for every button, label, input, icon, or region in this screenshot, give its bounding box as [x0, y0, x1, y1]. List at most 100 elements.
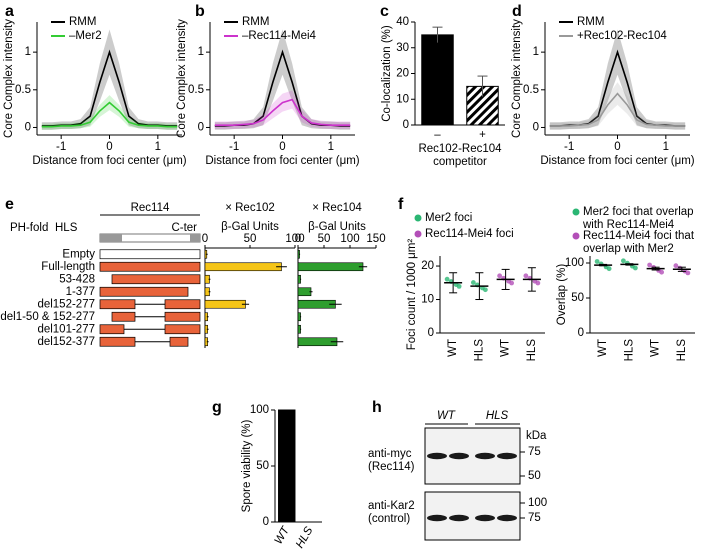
bar — [204, 299, 246, 309]
point-cloud — [685, 270, 691, 276]
y-tick-label: 0 — [578, 327, 584, 339]
y-tick-label: 0.5 — [523, 84, 539, 96]
x-tick-label: HLS — [676, 339, 688, 362]
x-axis-label: Distance from foci center (μm) — [205, 155, 359, 167]
construct — [111, 274, 201, 285]
construct — [99, 324, 125, 335]
x-tick-label: HLS — [623, 339, 635, 362]
panel-label: b — [195, 3, 205, 20]
y-axis-label: Core Complex intensity — [511, 19, 523, 138]
blot-band — [449, 514, 469, 522]
x-axis-label: Distance from foci center (μm) — [540, 155, 694, 167]
sd-band — [301, 107, 312, 129]
x-tick-label: WT — [447, 339, 459, 357]
panel-label: g — [212, 399, 222, 416]
y-axis-label: Spore viability (%) — [241, 419, 253, 512]
x-tick-label: 0 — [202, 233, 208, 245]
domain-label: PH-fold — [10, 222, 48, 234]
construct — [99, 286, 189, 297]
legend-swatch — [414, 230, 422, 238]
construct — [99, 261, 201, 272]
bar — [278, 409, 296, 523]
domain-label: C-ter — [171, 222, 197, 234]
legend-label: RMM — [69, 16, 96, 28]
x-tick-label: -1 — [56, 141, 66, 153]
y-tick-label: 1 — [533, 46, 539, 58]
bar — [297, 262, 364, 272]
legend-label: Rec114-Mei4 foci that overlap with Mer2 — [583, 230, 695, 255]
y-tick-label: 0 — [428, 327, 434, 339]
panel-label: d — [512, 3, 522, 20]
bar — [297, 287, 312, 297]
x-tick-label: 0 — [279, 141, 285, 153]
legend-label: –Mer2 — [69, 30, 102, 42]
series-line — [41, 101, 178, 128]
panel-label: f — [398, 196, 404, 213]
row-label: del1-50 & 152-277 — [0, 311, 95, 323]
blot-band — [449, 452, 469, 460]
blot-band — [497, 452, 517, 460]
construct — [164, 324, 201, 335]
sd-band — [598, 95, 608, 126]
y-tick-label: 0 — [25, 121, 31, 133]
legend-swatch — [414, 214, 422, 222]
point-cloud — [456, 283, 462, 289]
point-cloud — [659, 269, 665, 275]
sd-band — [636, 113, 647, 129]
x-tick-label: HLS — [294, 525, 316, 551]
y-tick-label: 50 — [571, 292, 584, 304]
point-cloud — [606, 266, 612, 272]
marker-label: 75 — [528, 512, 541, 524]
marker-label: 50 — [528, 470, 541, 482]
x-tick-label: WT — [273, 524, 293, 546]
x-axis-label: β-Gal Units — [221, 221, 279, 233]
blot-band — [497, 514, 517, 522]
x-tick-label: -1 — [229, 141, 239, 153]
domain-label: HLS — [55, 222, 78, 234]
legend-label: –Rec114-Mei4 — [242, 30, 317, 42]
sd-band — [588, 113, 599, 129]
y-tick-label: 1 — [25, 46, 31, 58]
x-tick-label: 0 — [295, 233, 301, 245]
construct — [99, 249, 201, 260]
x-tick-label: 50 — [244, 233, 257, 245]
marker-label: 75 — [528, 446, 541, 458]
x-tick-label: 100 — [285, 233, 304, 245]
y-tick-label: 10 — [421, 294, 434, 306]
y-tick-label: 0 — [533, 121, 539, 133]
y-tick-label: 50 — [256, 460, 269, 472]
y-tick-label: 40 — [396, 16, 409, 28]
y-axis-label: Overlap (%) — [556, 264, 568, 326]
x-tick-label: + — [479, 129, 486, 141]
y-tick-label: 0 — [403, 119, 409, 131]
x-tick-label: WT — [500, 339, 512, 357]
sd-band — [627, 95, 637, 126]
point-cloud — [620, 258, 626, 264]
x-tick-label: 1 — [155, 141, 161, 153]
legend-label: Rec114-Mei4 foci — [425, 228, 514, 240]
legend-label: RMM — [242, 16, 269, 28]
point-cloud — [470, 280, 476, 285]
x-tick-label: 0 — [614, 141, 620, 153]
point-cloud — [509, 280, 515, 286]
lane-label: HLS — [486, 410, 509, 422]
point-cloud — [632, 265, 638, 271]
point-cloud — [482, 287, 488, 293]
point-cloud — [535, 280, 541, 286]
construct — [99, 299, 136, 310]
x-tick-label: 1 — [328, 141, 334, 153]
row-label: 53-428 — [59, 273, 95, 285]
point-cloud — [647, 262, 653, 268]
construct — [164, 311, 201, 322]
chart-title: × Rec104 — [312, 202, 362, 214]
lane-label: WT — [437, 410, 456, 422]
series-line — [214, 98, 351, 127]
y-tick-label: 0 — [198, 121, 204, 133]
legend-label: Mer2 foci — [425, 212, 473, 224]
panel-label: e — [5, 196, 14, 213]
legend-label: Mer2 foci that overlap with Rec114-Mei4 — [583, 206, 694, 231]
blot-band — [475, 514, 495, 522]
point-cloud — [497, 273, 503, 279]
x-tick-label: – — [434, 129, 441, 141]
